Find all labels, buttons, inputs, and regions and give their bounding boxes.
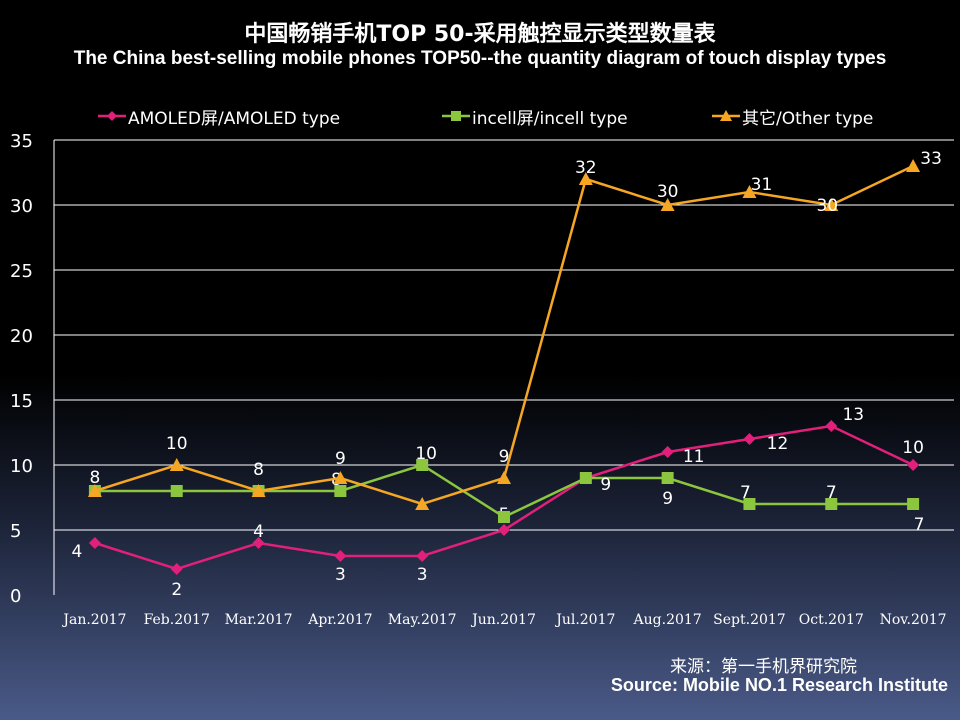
x-tick-label: Jan.2017 — [61, 612, 126, 628]
point-incell — [661, 472, 674, 484]
point-other — [415, 497, 430, 510]
data-label-amoled: 4 — [253, 522, 264, 542]
data-label-other: 8 — [253, 460, 264, 480]
point-other — [660, 198, 675, 211]
point-other — [497, 471, 511, 484]
data-label-other: 9 — [335, 449, 346, 469]
point-other — [742, 185, 757, 198]
y-tick-label: 20 — [10, 326, 33, 347]
point-amoled — [334, 550, 347, 562]
data-label-amoled: 10 — [902, 438, 924, 458]
point-other — [824, 198, 839, 211]
x-tick-label: Apr.2017 — [307, 612, 372, 628]
x-tick-label: Oct.2017 — [799, 612, 864, 628]
data-label-other: 30 — [816, 196, 838, 216]
point-incell — [334, 485, 347, 497]
y-tick-label: 30 — [10, 196, 33, 217]
x-tick-label: Mar.2017 — [225, 612, 293, 628]
y-tick-label: 25 — [10, 261, 33, 282]
point-incell — [170, 485, 183, 497]
data-label-incell: 7 — [914, 515, 925, 535]
y-tick-label: 15 — [10, 391, 33, 412]
point-other — [87, 484, 102, 497]
point-other — [251, 484, 266, 497]
point-amoled — [825, 420, 838, 432]
legend-marker-other-icon — [712, 110, 740, 121]
data-label-other: 32 — [575, 158, 597, 178]
legend-item-incell: incell屏/incell type — [442, 104, 628, 129]
legend-marker-incell-icon — [442, 111, 470, 121]
x-tick-label: May.2017 — [388, 612, 457, 628]
data-label-amoled: 4 — [71, 542, 82, 562]
point-incell — [825, 498, 838, 510]
point-other — [906, 159, 921, 172]
x-tick-label: Jun.2017 — [470, 612, 536, 628]
x-tick-label: Nov.2017 — [880, 612, 947, 628]
point-amoled — [661, 446, 674, 458]
data-label-amoled: 3 — [417, 565, 428, 585]
data-label-other: 9 — [499, 447, 510, 467]
legend-label-other: 其它/Other type — [742, 108, 874, 129]
point-incell — [498, 511, 510, 523]
data-label-other: 33 — [920, 149, 942, 169]
point-amoled — [88, 537, 101, 549]
point-amoled — [743, 433, 756, 445]
point-incell — [416, 459, 429, 471]
y-tick-label: 0 — [10, 586, 21, 607]
data-label-incell: 7 — [826, 483, 837, 503]
legend-label-amoled: AMOLED屏/AMOLED type — [128, 108, 341, 129]
x-tick-label: Sept.2017 — [713, 612, 786, 628]
data-label-incell: 7 — [740, 483, 751, 503]
source-zh: 来源：第一手机界研究院 — [670, 657, 857, 677]
source-en: Source: Mobile NO.1 Research Institute — [610, 675, 948, 695]
point-amoled — [252, 537, 265, 549]
legend-item-other: 其它/Other type — [712, 104, 874, 129]
point-amoled — [907, 459, 920, 471]
point-amoled — [498, 524, 510, 536]
point-other — [169, 458, 184, 471]
point-incell — [579, 472, 592, 484]
point-other — [578, 172, 593, 185]
data-label-amoled: 2 — [171, 580, 182, 600]
point-amoled — [416, 550, 429, 562]
legend-item-amoled: AMOLED屏/AMOLED type — [98, 104, 341, 129]
data-label-amoled: 12 — [767, 434, 789, 454]
point-incell — [743, 498, 756, 510]
y-tick-label: 5 — [10, 521, 21, 542]
point-incell — [907, 498, 920, 510]
data-label-other: 30 — [657, 182, 679, 202]
legend-label-incell: incell屏/incell type — [472, 108, 628, 129]
data-label-incell: 9 — [600, 475, 611, 495]
chart-legend: AMOLED屏/AMOLED type incell屏/incell type … — [0, 104, 960, 129]
data-label-other: 8 — [89, 468, 100, 488]
legend-marker-amoled-icon — [98, 111, 126, 121]
data-label-other: 10 — [166, 434, 188, 454]
x-tick-label: Jul.2017 — [554, 612, 615, 628]
chart-title-zh: 中国畅销手机TOP 50-采用触控显示类型数量表 — [244, 22, 716, 47]
data-label-amoled: 13 — [842, 405, 864, 425]
x-tick-label: Feb.2017 — [144, 612, 210, 628]
chart-title-en: The China best-selling mobile phones TOP… — [73, 48, 887, 69]
y-tick-label: 35 — [10, 131, 33, 152]
data-label-amoled: 3 — [335, 565, 346, 585]
x-tick-label: Aug.2017 — [633, 612, 702, 628]
data-label-incell: 9 — [662, 489, 673, 509]
data-label-amoled: 11 — [683, 447, 705, 467]
y-tick-label: 10 — [10, 456, 33, 477]
point-amoled — [170, 563, 183, 575]
data-label-incell: 10 — [415, 444, 437, 464]
point-other — [333, 471, 348, 484]
data-label-other: 31 — [751, 175, 773, 195]
